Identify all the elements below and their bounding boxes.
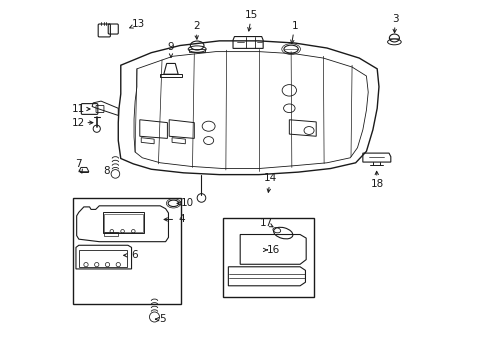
Text: 8: 8 bbox=[103, 166, 109, 176]
Text: 1: 1 bbox=[291, 21, 297, 31]
Text: 7: 7 bbox=[75, 159, 82, 169]
Text: 13: 13 bbox=[132, 19, 145, 29]
Text: 11: 11 bbox=[72, 104, 85, 114]
Text: 4: 4 bbox=[178, 215, 184, 224]
Bar bbox=[79, 249, 127, 267]
Text: 2: 2 bbox=[192, 21, 199, 31]
Bar bbox=[102, 212, 144, 233]
Text: 6: 6 bbox=[131, 250, 138, 260]
Text: 9: 9 bbox=[167, 42, 174, 52]
Text: 18: 18 bbox=[370, 179, 383, 189]
Text: 16: 16 bbox=[267, 245, 280, 255]
Text: 17: 17 bbox=[259, 218, 272, 228]
Bar bbox=[223, 218, 314, 297]
Bar bbox=[104, 232, 118, 236]
Text: 5: 5 bbox=[159, 314, 166, 324]
Bar bbox=[73, 198, 180, 304]
Text: 14: 14 bbox=[263, 173, 276, 183]
Text: 12: 12 bbox=[72, 118, 85, 128]
Text: 3: 3 bbox=[391, 14, 398, 24]
Text: 15: 15 bbox=[244, 10, 258, 20]
Text: 10: 10 bbox=[180, 198, 193, 208]
Bar bbox=[104, 214, 142, 232]
